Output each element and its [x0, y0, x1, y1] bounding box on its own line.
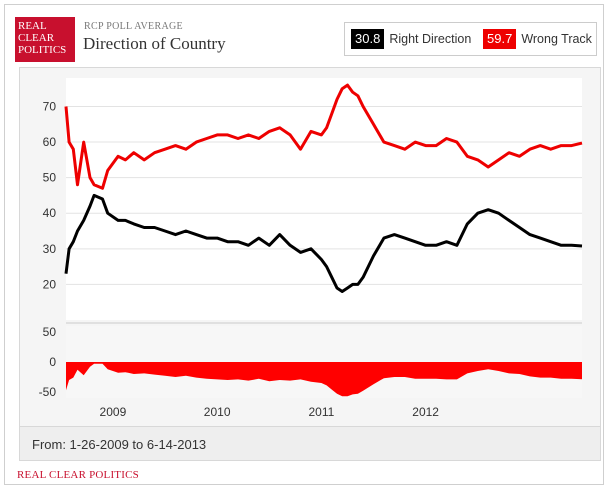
legend-value-wrong-track: 59.7 [483, 29, 517, 49]
chart-svg[interactable]: 20 30 40 50 60 70 50 0 -50 2009 2010 2011 2012 [20, 68, 600, 426]
footer-credit[interactable]: REAL CLEAR POLITICS [17, 469, 139, 481]
legend-label-wrong-track: Wrong Track [521, 32, 592, 46]
x-tick-label-2010: 2010 [204, 405, 231, 419]
y-tick-label-50: 50 [43, 171, 57, 185]
series-line-wrong-track [64, 83, 583, 190]
x-tick-label-2012: 2012 [412, 405, 439, 419]
legend-value-right-direction: 30.8 [351, 29, 385, 49]
x-tick-label-2011: 2011 [308, 405, 334, 419]
series-line-right-direction [64, 193, 583, 293]
y-tick-label-70: 70 [43, 99, 57, 113]
chart-kicker: RCP POLL AVERAGE [84, 21, 183, 32]
legend-label-right-direction: Right Direction [389, 32, 472, 46]
chart-widget: REAL CLEAR POLITICS RCP POLL AVERAGE Dir… [4, 4, 604, 485]
legend-item-wrong-track[interactable]: 59.7 Wrong Track [483, 29, 592, 49]
y-tick-label-20: 20 [43, 277, 57, 291]
logo-line-1: REAL [18, 20, 47, 32]
rcp-logo[interactable]: REAL CLEAR POLITICS [15, 17, 75, 62]
chart-panel[interactable]: 20 30 40 50 60 70 50 0 -50 2009 2010 2011 2012 [19, 67, 601, 427]
header: REAL CLEAR POLITICS RCP POLL AVERAGE Dir… [5, 5, 603, 63]
y-tick-label-30: 30 [43, 242, 57, 256]
main-plot-area [66, 78, 582, 320]
y-tick-label-60: 60 [43, 135, 57, 149]
spread-area [66, 362, 582, 397]
date-range-label: From: 1-26-2009 to 6-14-2013 [19, 427, 601, 461]
y-tick-label-40: 40 [43, 206, 57, 220]
spread-tick-label--50: -50 [39, 385, 57, 399]
logo-line-3: POLITICS [18, 44, 67, 56]
legend-item-right-direction[interactable]: 30.8 Right Direction [351, 29, 471, 49]
spread-tick-label-50: 50 [43, 325, 57, 339]
legend: 30.8 Right Direction 59.7 Wrong Track [344, 22, 597, 56]
chart-title: Direction of Country [83, 34, 226, 53]
logo-line-2: CLEAR [18, 32, 55, 44]
x-tick-label-2009: 2009 [100, 405, 127, 419]
spread-tick-label-0: 0 [49, 355, 56, 369]
